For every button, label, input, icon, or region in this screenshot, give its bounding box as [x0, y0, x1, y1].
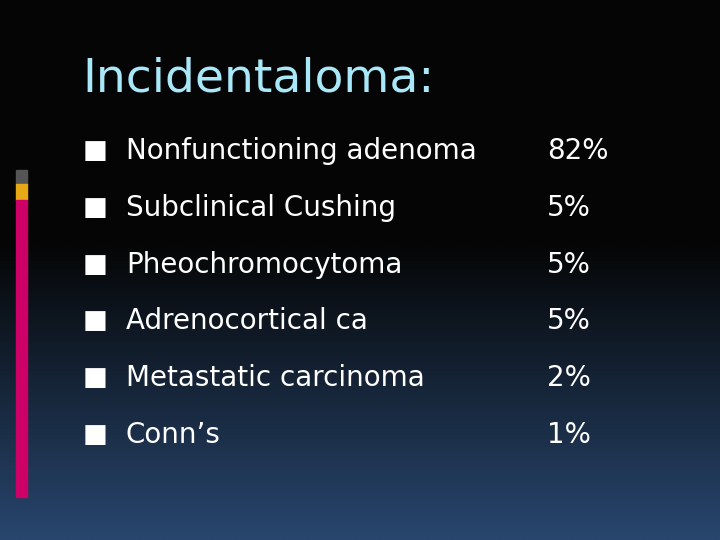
Text: ■: ■ [83, 422, 108, 448]
Text: 2%: 2% [547, 364, 591, 392]
Text: ■: ■ [83, 308, 108, 334]
Text: Nonfunctioning adenoma: Nonfunctioning adenoma [126, 137, 477, 165]
Text: ■: ■ [83, 138, 108, 164]
Text: 5%: 5% [547, 194, 591, 222]
Text: Subclinical Cushing: Subclinical Cushing [126, 194, 396, 222]
Text: Adrenocortical ca: Adrenocortical ca [126, 307, 368, 335]
Text: Conn’s: Conn’s [126, 421, 221, 449]
Text: 5%: 5% [547, 307, 591, 335]
Text: ■: ■ [83, 195, 108, 221]
Text: Incidentaloma:: Incidentaloma: [83, 57, 435, 102]
Text: ■: ■ [83, 365, 108, 391]
Text: 1%: 1% [547, 421, 591, 449]
Text: Metastatic carcinoma: Metastatic carcinoma [126, 364, 425, 392]
Text: Pheochromocytoma: Pheochromocytoma [126, 251, 402, 279]
Text: ■: ■ [83, 252, 108, 278]
Text: 5%: 5% [547, 251, 591, 279]
Text: 82%: 82% [547, 137, 608, 165]
